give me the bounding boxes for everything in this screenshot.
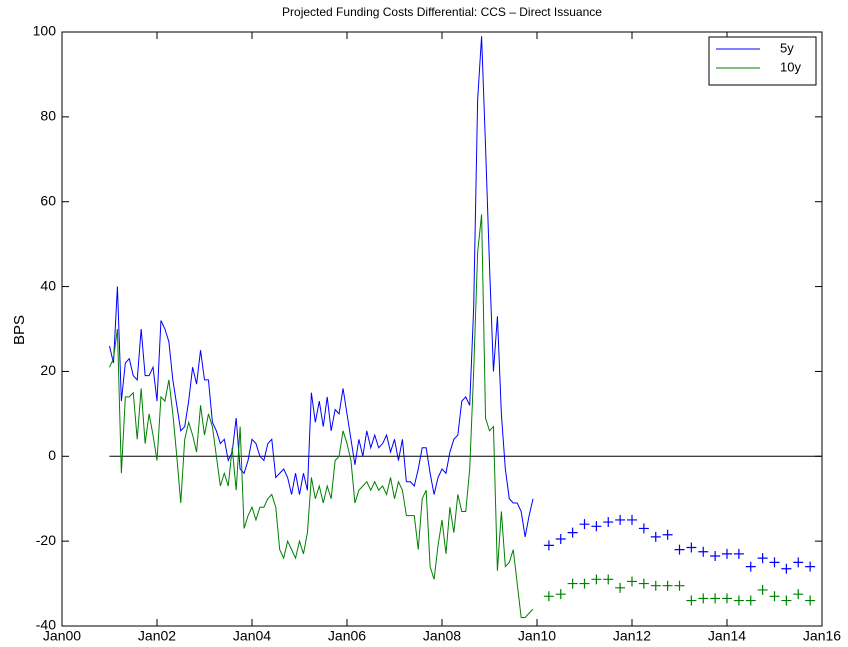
- marker: [769, 591, 780, 602]
- y-tick-label: 40: [40, 277, 56, 293]
- marker: [698, 546, 709, 557]
- marker: [662, 529, 673, 540]
- legend-box: [708, 36, 817, 86]
- marker: [674, 580, 685, 591]
- x-tick-label: Jan08: [423, 628, 461, 644]
- marker: [781, 563, 792, 574]
- series-line: [109, 36, 534, 537]
- marker: [615, 514, 626, 525]
- x-tick-label: Jan12: [613, 628, 651, 644]
- marker: [662, 580, 673, 591]
- plot-frame: [61, 31, 823, 627]
- y-tick-label: 60: [40, 192, 56, 208]
- marker: [591, 521, 602, 532]
- x-tick-label: Jan04: [233, 628, 271, 644]
- legend-label: 10y: [780, 59, 801, 74]
- series-line: [109, 214, 534, 619]
- x-tick-label: Jan10: [518, 628, 556, 644]
- marker: [603, 574, 614, 585]
- marker: [769, 557, 780, 568]
- marker: [805, 561, 816, 572]
- legend-label: 5y: [780, 40, 794, 55]
- y-tick-label: 20: [40, 362, 56, 378]
- marker: [722, 548, 732, 559]
- marker: [543, 540, 554, 551]
- marker: [674, 544, 685, 555]
- marker: [686, 542, 697, 553]
- x-tick-label: Jan16: [803, 628, 841, 644]
- marker: [650, 580, 661, 591]
- marker: [638, 578, 649, 589]
- marker: [698, 593, 709, 604]
- x-tick-label: Jan02: [138, 628, 176, 644]
- x-tick-label: Jan00: [43, 628, 81, 644]
- marker: [650, 531, 661, 542]
- marker: [745, 561, 756, 572]
- marker: [733, 548, 744, 559]
- marker: [686, 595, 697, 606]
- marker: [591, 574, 602, 585]
- marker: [805, 595, 816, 606]
- marker: [567, 578, 578, 589]
- marker: [793, 589, 804, 600]
- y-tick-label: -40: [36, 617, 56, 633]
- marker: [710, 550, 721, 561]
- marker: [793, 557, 804, 568]
- marker: [781, 595, 792, 606]
- x-tick-label: Jan14: [708, 628, 746, 644]
- marker: [543, 591, 554, 602]
- marker: [733, 595, 744, 606]
- marker: [555, 589, 566, 600]
- y-tick-label: -20: [36, 532, 56, 548]
- marker: [579, 578, 590, 589]
- marker: [627, 514, 637, 525]
- marker: [555, 534, 566, 545]
- marker: [757, 553, 768, 564]
- marker: [603, 517, 614, 528]
- y-axis-label: BPS: [11, 315, 28, 345]
- y-tick-label: 100: [33, 23, 57, 39]
- y-tick-label: 80: [40, 108, 56, 124]
- chart-title: Projected Funding Costs Differential: CC…: [282, 5, 602, 19]
- marker: [615, 582, 626, 593]
- x-tick-label: Jan06: [328, 628, 366, 644]
- y-tick-label: 0: [48, 447, 56, 463]
- marker: [567, 527, 578, 538]
- marker: [710, 593, 721, 604]
- marker: [745, 595, 756, 606]
- marker: [579, 519, 590, 530]
- marker: [757, 584, 768, 595]
- marker: [638, 523, 649, 534]
- marker: [722, 593, 732, 604]
- marker: [627, 576, 637, 587]
